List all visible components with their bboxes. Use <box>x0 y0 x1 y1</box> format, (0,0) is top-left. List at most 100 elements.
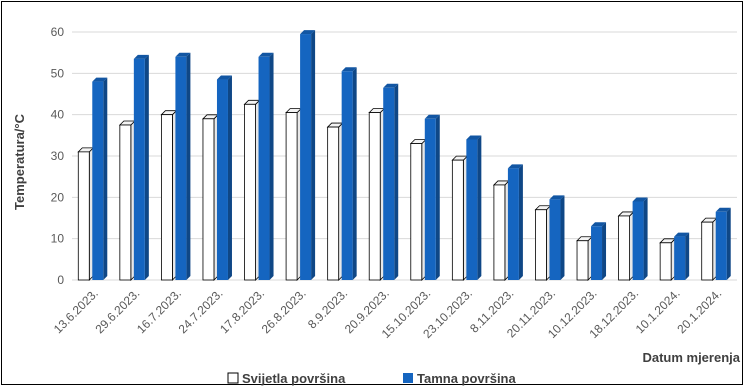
legend: Svijetla površina Tamna površina <box>227 371 517 386</box>
bar-top <box>258 52 274 57</box>
bar-side <box>144 54 149 280</box>
bar-svijetla <box>285 107 303 281</box>
bar-front <box>244 103 256 281</box>
bar-side <box>269 52 274 280</box>
bar-svijetla <box>160 109 178 281</box>
y-tick-label: 30 <box>51 149 65 163</box>
bar-tamna <box>175 52 191 280</box>
bar-front <box>285 112 298 281</box>
bar-top <box>466 135 482 140</box>
bar-front <box>674 236 686 280</box>
bar-front <box>701 221 714 281</box>
x-tick-label: 13.6.2023. <box>51 286 101 336</box>
bar-front <box>341 71 353 281</box>
bar-front <box>424 118 436 280</box>
bar-svijetla <box>576 235 593 281</box>
bar-front <box>715 211 727 280</box>
bar-front <box>576 240 589 281</box>
bar-front <box>133 58 145 280</box>
bar-front <box>77 151 90 281</box>
bar-front <box>618 215 630 281</box>
bar-front <box>119 124 132 281</box>
bar-tamna <box>216 75 232 281</box>
bar-tamna <box>591 222 607 280</box>
y-tick-label: 50 <box>51 66 65 80</box>
bar-side <box>518 164 523 280</box>
bar-front <box>92 81 104 280</box>
bar-svijetla <box>326 122 344 281</box>
bars <box>77 30 731 281</box>
bar-svijetla <box>534 204 552 281</box>
bar-front <box>216 79 228 281</box>
bar-side <box>726 207 731 280</box>
legend-label-tamna: Tamna površina <box>417 371 517 386</box>
bar-tamna <box>341 67 357 281</box>
bar-front <box>549 199 561 280</box>
bar-top <box>383 83 399 88</box>
bar-tamna <box>133 54 149 280</box>
bar-side <box>103 77 108 280</box>
bar-front <box>383 87 395 280</box>
bar-front <box>258 56 270 280</box>
bar-front <box>410 143 423 281</box>
bar-tamna <box>466 135 482 280</box>
bar-tamna <box>632 197 648 280</box>
bar-svijetla <box>700 217 718 281</box>
bar-side <box>186 52 191 280</box>
bar-top <box>300 30 316 35</box>
x-tick-label: 24.7.2023. <box>176 286 226 336</box>
bar-top <box>92 77 108 82</box>
bar-tamna <box>424 114 440 280</box>
bar-side <box>394 83 399 280</box>
bar-front <box>368 112 381 281</box>
bar-top <box>549 195 565 200</box>
legend-swatch-tamna <box>403 373 413 383</box>
bar-side <box>227 75 232 281</box>
bar-svijetla <box>451 155 469 281</box>
bar-tamna <box>92 77 108 280</box>
bar-side <box>685 232 690 280</box>
bar-top <box>507 164 523 169</box>
bar-front <box>591 226 603 280</box>
bar-front <box>493 184 506 281</box>
x-tick-label: 29.6.2023. <box>92 286 142 336</box>
y-tick-labels: 0 10 20 30 40 50 60 <box>51 25 65 287</box>
x-tick-label: 26.8.2023. <box>259 286 309 336</box>
bar-svijetla <box>77 146 95 281</box>
bar-tamna <box>674 232 690 280</box>
bar-top <box>424 114 440 119</box>
y-tick-label: 40 <box>51 108 65 122</box>
bar-front <box>202 118 215 281</box>
y-tick-label: 10 <box>51 232 65 246</box>
bar-side <box>560 195 565 280</box>
bar-front <box>300 34 312 280</box>
bar-tamna <box>715 207 731 280</box>
bar-svijetla <box>368 107 386 281</box>
x-tick-label: 16.7.2023. <box>134 286 184 336</box>
bar-top <box>341 67 357 72</box>
bar-front <box>175 56 187 280</box>
bar-svijetla <box>409 138 427 281</box>
bar-tamna <box>507 164 523 280</box>
bar-svijetla <box>118 120 136 281</box>
bar-front <box>327 126 340 281</box>
bar-top <box>591 222 607 227</box>
x-tick-label: 10.1.2024. <box>633 286 683 336</box>
y-tick-label: 20 <box>51 190 65 204</box>
bar-side <box>311 30 316 281</box>
legend-swatch-svijetla <box>227 372 239 384</box>
bar-front <box>659 242 672 281</box>
bar-svijetla <box>617 210 635 281</box>
y-axis-label: Temperatura/°C <box>12 113 27 210</box>
bar-chart: 0 10 20 30 40 50 60 13.6.2023.29.6.2023.16.7.2… <box>12 25 741 386</box>
bar-tamna <box>383 83 399 280</box>
bar-side <box>352 67 357 281</box>
bar-top <box>715 207 731 212</box>
y-tick-label: 0 <box>57 273 64 287</box>
bar-side <box>435 114 440 280</box>
legend-label-svijetla: Svijetla površina <box>242 371 346 386</box>
bar-top <box>175 52 191 57</box>
bar-tamna <box>300 30 316 281</box>
bar-top <box>632 197 648 202</box>
